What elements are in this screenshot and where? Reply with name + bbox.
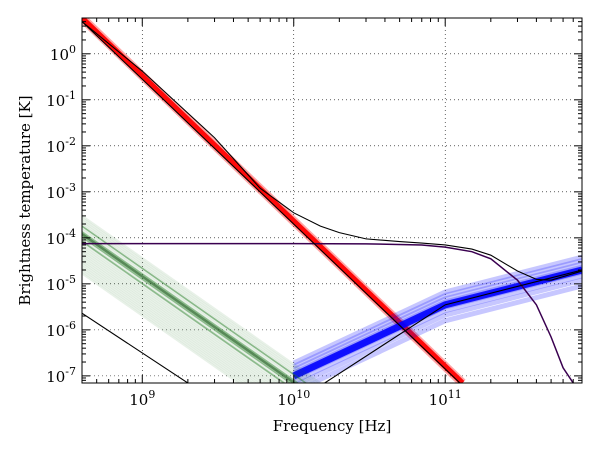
green-band-line: [82, 272, 241, 383]
green-band-line: [82, 221, 313, 383]
green-band-line: [82, 267, 247, 383]
green-band-line: [82, 231, 300, 383]
tick-marks: [81, 17, 583, 384]
y-tick-label: 10-7: [46, 365, 76, 386]
red-band-line: [82, 18, 465, 383]
green-band-line: [82, 217, 320, 383]
data-bands: [82, 18, 582, 383]
y-axis-label: Brightness temperature [K]: [16, 95, 34, 305]
x-tick-label: 1011: [429, 388, 462, 409]
y-tick-label: 100: [50, 43, 76, 64]
y-tick-label: 10-2: [46, 135, 76, 156]
green-band-line: [82, 224, 310, 383]
green-band-line: [82, 237, 290, 383]
x-tick-labels: 109 1010 1011: [129, 388, 462, 409]
green-band-line: [82, 240, 287, 383]
blue-band-line: [292, 261, 582, 373]
green-band-line: [82, 260, 257, 383]
green-band-line: [82, 226, 306, 383]
green-band-line: [82, 225, 308, 383]
green-band-line: [82, 231, 300, 383]
green-band-line: [82, 233, 297, 383]
blue-band-line: [292, 254, 582, 366]
y-tick-label: 10-6: [46, 319, 76, 340]
x-tick-label: 109: [129, 388, 155, 409]
green-band-line: [82, 256, 264, 383]
plot-frame: [81, 17, 583, 384]
green-band-line: [82, 228, 303, 383]
blue-band-line: [292, 258, 582, 369]
blue-band-line: [292, 273, 582, 383]
green-band-line: [82, 254, 267, 383]
green-band-line: [82, 236, 292, 383]
series-line-total-black: [82, 21, 582, 281]
green-band-line: [82, 263, 254, 383]
green-band-line: [82, 240, 286, 383]
green-band-line: [82, 251, 270, 383]
data-lines: [82, 21, 582, 383]
green-band-line: [82, 247, 277, 383]
y-tick-label: 10-3: [46, 181, 76, 202]
series-line-blue-black: [324, 269, 582, 383]
plot-area: [82, 18, 582, 383]
green-band-line: [82, 249, 274, 383]
blue-band-line: [306, 283, 582, 383]
series-line-flat-purple: [82, 242, 575, 383]
green-band-line: [82, 270, 244, 383]
green-band-line: [82, 258, 260, 383]
blue-band-line: [294, 277, 582, 383]
green-band-line: [82, 244, 280, 383]
green-band-line: [82, 265, 251, 383]
x-tick-label: 1010: [277, 388, 310, 409]
series-line-low-black: [82, 312, 189, 383]
y-tick-labels: 100 10-1 10-2 10-3 10-4 10-5 10-6 10-7: [46, 43, 76, 386]
x-axis-label: Frequency [Hz]: [273, 417, 392, 435]
series-line-red-black: [82, 21, 461, 383]
green-band-line: [82, 219, 316, 383]
y-tick-label: 10-1: [46, 89, 76, 110]
y-tick-label: 10-5: [46, 273, 76, 294]
y-tick-label: 10-4: [46, 227, 76, 248]
green-band-line: [82, 235, 293, 383]
